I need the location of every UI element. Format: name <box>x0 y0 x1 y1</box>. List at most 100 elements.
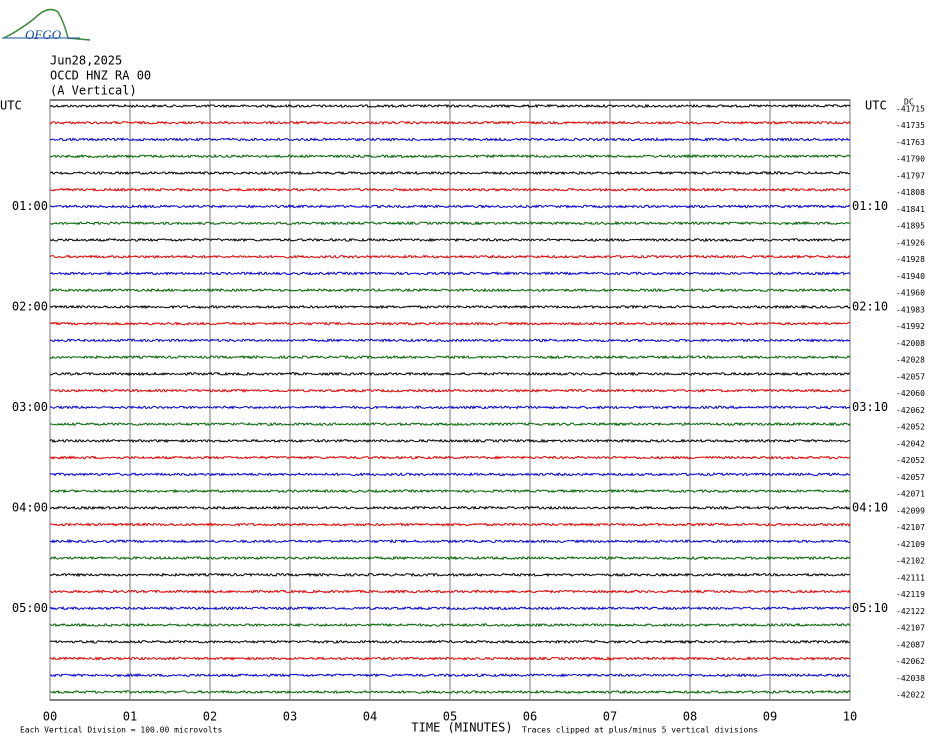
trace <box>49 137 851 142</box>
component: (A Vertical) <box>50 84 137 98</box>
dc-offset: -42057 <box>896 473 925 482</box>
x-tick-label: 06 <box>523 710 537 724</box>
trace <box>49 170 851 176</box>
dc-offset: -41895 <box>896 222 925 231</box>
dc-offset: -42042 <box>896 439 925 448</box>
right-time-label: 01:10 <box>852 199 888 213</box>
dc-offset: -41808 <box>896 188 925 197</box>
trace <box>49 488 851 494</box>
x-tick-label: 00 <box>43 710 57 724</box>
trace <box>49 622 851 628</box>
dc-offset: -42087 <box>896 640 925 649</box>
trace <box>49 338 851 343</box>
dc-offset: -42111 <box>896 573 925 582</box>
dc-offset: -41797 <box>896 171 925 180</box>
trace <box>49 304 851 310</box>
dc-offset: -41928 <box>896 255 925 264</box>
dc-offset: -42028 <box>896 356 925 365</box>
trace <box>49 103 851 109</box>
trace <box>49 471 851 477</box>
dc-offset: -42052 <box>896 423 925 432</box>
trace <box>49 656 851 661</box>
dc-offset: -41790 <box>896 155 925 164</box>
trace <box>49 120 851 125</box>
dc-offset: -41735 <box>896 121 925 130</box>
note: Each Vertical Division = 100.00 microvol… <box>20 726 222 735</box>
dc-offset: -41983 <box>896 305 925 314</box>
dc-offset: -42119 <box>896 590 925 599</box>
trace <box>49 321 851 326</box>
dc-offset: -42109 <box>896 540 925 549</box>
x-tick-label: 01 <box>123 710 137 724</box>
dc-offset: -42107 <box>896 624 925 633</box>
trace <box>49 187 851 193</box>
x-tick-label: 02 <box>203 710 217 724</box>
station: OCCD HNZ RA 00 <box>50 69 151 83</box>
left-time-label: UTC <box>0 99 22 113</box>
date: Jun28,2025 <box>50 54 122 68</box>
trace <box>49 153 851 159</box>
note: Traces clipped at plus/minus 5 vertical … <box>522 726 758 735</box>
dc-offset: -42107 <box>896 523 925 532</box>
trace <box>49 589 851 594</box>
dc-offset: -41715 <box>896 105 925 114</box>
right-time-label: 03:10 <box>852 400 888 414</box>
trace <box>49 354 851 360</box>
x-tick-label: 05 <box>443 710 457 724</box>
trace <box>49 555 851 561</box>
logo-mark <box>3 8 91 41</box>
left-time-label: 02:00 <box>12 299 48 313</box>
trace <box>49 572 851 578</box>
trace <box>49 505 851 511</box>
x-tick-label: 09 <box>763 710 777 724</box>
trace <box>49 204 850 209</box>
x-tick-label: 04 <box>363 710 377 724</box>
left-time-label: 01:00 <box>12 199 48 213</box>
dc-offset: -42102 <box>896 557 925 566</box>
dc-offset: -42099 <box>896 506 925 515</box>
trace <box>49 220 851 226</box>
logo-text: OFGO <box>25 27 62 42</box>
x-tick-label: 10 <box>843 710 857 724</box>
trace <box>49 405 851 410</box>
left-time-label: 04:00 <box>12 500 48 514</box>
right-time-label: 02:10 <box>852 299 888 313</box>
dc-offset: -42122 <box>896 607 925 616</box>
right-time-label: 04:10 <box>852 500 888 514</box>
right-time-label: 05:10 <box>852 601 888 615</box>
x-tick-label: 08 <box>683 710 697 724</box>
trace <box>49 388 851 393</box>
dc-offset: -42062 <box>896 657 925 666</box>
trace <box>49 254 851 260</box>
dc-offset: -42057 <box>896 372 925 381</box>
dc-offset: -42052 <box>896 456 925 465</box>
dc-offset: -42071 <box>896 490 925 499</box>
left-time-label: 03:00 <box>12 400 48 414</box>
dc-offset: -42008 <box>896 339 925 348</box>
trace <box>50 538 851 544</box>
dc-title: DC <box>904 98 914 107</box>
dc-offset: -42060 <box>896 389 925 398</box>
trace <box>49 455 851 460</box>
trace <box>49 371 851 377</box>
dc-offset: -42022 <box>896 691 925 700</box>
trace <box>49 639 850 645</box>
dc-offset: -41841 <box>896 205 925 214</box>
trace <box>49 522 851 527</box>
trace <box>49 237 851 243</box>
dc-offset: -42038 <box>896 674 925 683</box>
trace <box>49 271 851 276</box>
trace <box>49 605 851 611</box>
left-time-label: 05:00 <box>12 601 48 615</box>
dc-offset: -41926 <box>896 238 925 247</box>
trace <box>49 421 851 427</box>
dc-offset: -42062 <box>896 406 925 415</box>
dc-offset: -41940 <box>896 272 925 281</box>
x-tick-label: 03 <box>283 710 297 724</box>
trace <box>49 287 851 293</box>
right-time-label: UTC <box>865 99 887 113</box>
trace <box>49 689 851 695</box>
trace <box>49 672 851 678</box>
x-axis-label: TIME (MINUTES) <box>411 721 512 735</box>
